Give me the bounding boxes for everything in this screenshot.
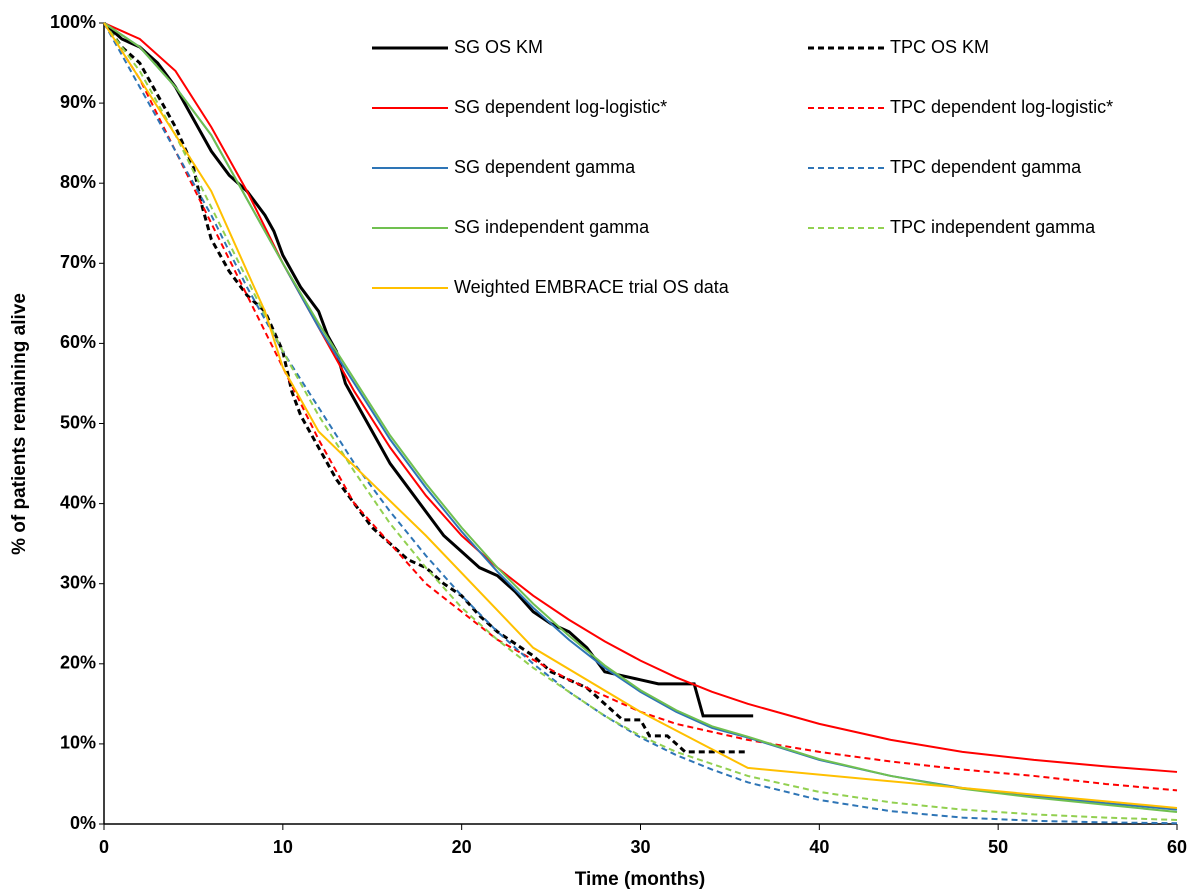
series-line <box>103 22 1178 813</box>
legend-label: SG OS KM <box>454 37 543 57</box>
x-tick-label: 0 <box>99 837 109 857</box>
series-line <box>102 21 754 718</box>
legend-label: Weighted EMBRACE trial OS data <box>454 277 730 297</box>
series-line <box>103 22 1178 809</box>
legend-label: TPC OS KM <box>890 37 989 57</box>
legend-label: SG dependent log-logistic* <box>454 97 667 117</box>
x-tick-label: 50 <box>988 837 1008 857</box>
y-tick-label: 0% <box>70 813 96 833</box>
legend-label: TPC dependent gamma <box>890 157 1082 177</box>
y-tick-label: 70% <box>60 252 96 272</box>
y-tick-label: 20% <box>60 653 96 673</box>
y-tick-label: 50% <box>60 412 96 432</box>
y-tick-label: 90% <box>60 92 96 112</box>
series-line <box>103 22 1178 792</box>
legend-label: SG independent gamma <box>454 217 650 237</box>
x-tick-label: 10 <box>273 837 293 857</box>
y-tick-label: 100% <box>50 12 96 32</box>
x-tick-label: 60 <box>1167 837 1187 857</box>
x-tick-label: 20 <box>452 837 472 857</box>
legend-label: TPC dependent log-logistic* <box>890 97 1113 117</box>
legend-label: SG dependent gamma <box>454 157 636 177</box>
y-tick-label: 40% <box>60 492 96 512</box>
series-line <box>103 22 1178 825</box>
x-axis-title: Time (months) <box>575 869 706 890</box>
x-tick-label: 40 <box>809 837 829 857</box>
series-line <box>103 22 1178 811</box>
y-tick-label: 30% <box>60 572 96 592</box>
legend-label: TPC independent gamma <box>890 217 1096 237</box>
series-line <box>103 22 1178 821</box>
y-tick-label: 10% <box>60 733 96 753</box>
series-line <box>102 22 748 754</box>
y-axis-title: % of patients remaining alive <box>9 293 30 555</box>
series-line <box>103 22 1178 773</box>
y-tick-label: 60% <box>60 332 96 352</box>
x-tick-label: 30 <box>630 837 650 857</box>
y-tick-label: 80% <box>60 172 96 192</box>
